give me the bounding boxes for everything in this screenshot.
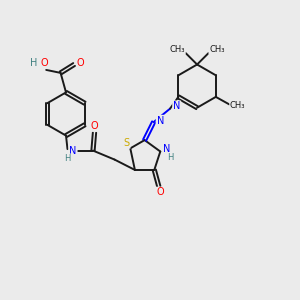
Text: O: O bbox=[157, 188, 164, 197]
Text: CH₃: CH₃ bbox=[209, 45, 225, 54]
Text: S: S bbox=[124, 138, 130, 148]
Text: CH₃: CH₃ bbox=[230, 101, 245, 110]
Text: N: N bbox=[163, 144, 171, 154]
Text: H: H bbox=[64, 154, 71, 163]
Text: H: H bbox=[30, 58, 37, 68]
Text: CH₃: CH₃ bbox=[169, 45, 185, 54]
Text: N: N bbox=[173, 101, 180, 111]
Text: O: O bbox=[41, 58, 49, 68]
Text: H: H bbox=[167, 153, 173, 162]
Text: N: N bbox=[157, 116, 164, 126]
Text: N: N bbox=[69, 146, 76, 156]
Text: O: O bbox=[91, 121, 98, 131]
Text: O: O bbox=[77, 58, 85, 68]
